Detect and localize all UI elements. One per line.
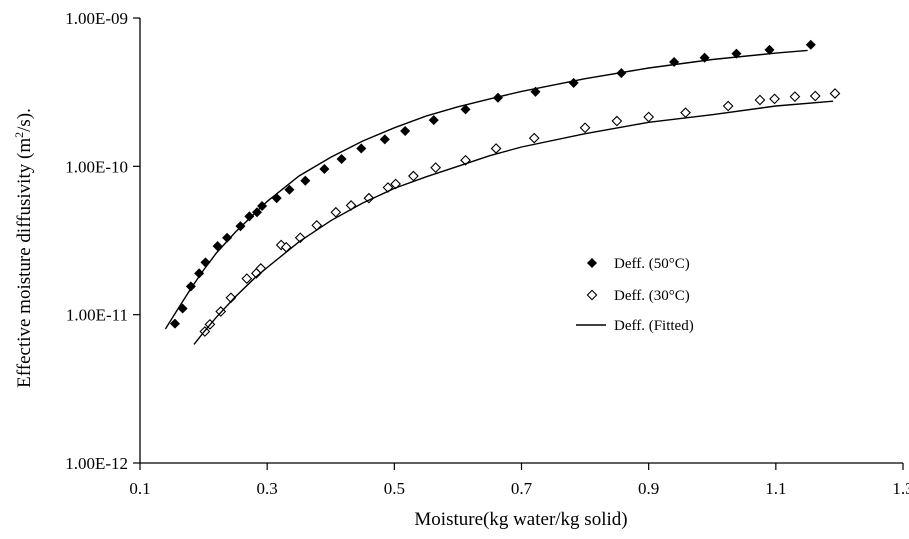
- data-point-30c: [809, 90, 821, 102]
- data-point-30c: [430, 162, 442, 174]
- legend-label: Deff. (30°C): [614, 288, 690, 304]
- data-point-30c: [275, 239, 287, 251]
- fitted-curve-1: [164, 49, 808, 330]
- data-point-50c: [530, 86, 541, 97]
- data-point-50c: [764, 44, 775, 55]
- data-point-50c: [251, 207, 263, 218]
- data-point-30c: [829, 88, 841, 99]
- data-point-50c: [169, 318, 180, 329]
- fitted-curve-2: [193, 100, 834, 345]
- data-point-30c: [579, 122, 591, 134]
- y-tick-label: 1.00E-09: [65, 9, 128, 28]
- data-point-50c: [379, 134, 390, 145]
- data-point-50c: [731, 48, 742, 59]
- data-point-50c: [805, 39, 816, 50]
- x-tick-label: 0.3: [257, 479, 278, 498]
- data-point-30c: [769, 93, 780, 105]
- x-tick-label: 1.1: [765, 479, 786, 498]
- data-point-30c: [241, 273, 253, 284]
- data-point-30c: [460, 154, 471, 166]
- x-axis-title: Moisture(kg water/kg solid): [414, 509, 627, 530]
- data-point-50c: [428, 115, 439, 126]
- y-axis-title-tail: /s).: [14, 108, 35, 132]
- data-point-30c: [754, 94, 766, 106]
- y-axis-title-main: Effective moisture diffusivity (m: [14, 138, 35, 388]
- y-axis-title-sup: 2: [12, 132, 26, 138]
- legend-marker-30c: [586, 289, 598, 301]
- legend-label: Deff. (Fitted): [614, 318, 694, 334]
- data-point-30c: [382, 182, 394, 193]
- x-tick-label: 0.5: [384, 479, 405, 498]
- y-axis-title: Effective moisture diffusivity (m2/s).: [12, 108, 35, 388]
- data-point-30c: [363, 192, 375, 204]
- data-point-50c: [222, 232, 233, 243]
- data-point-30c: [611, 115, 623, 127]
- x-tick-label: 1.3: [892, 479, 909, 498]
- x-tick-label: 0.9: [638, 479, 659, 498]
- data-point-50c: [336, 154, 347, 165]
- y-tick-label: 1.00E-12: [65, 454, 128, 473]
- legend-marker-50c: [586, 257, 598, 269]
- data-point-30c: [330, 206, 342, 218]
- data-point-30c: [528, 132, 540, 144]
- data-point-50c: [356, 143, 367, 154]
- y-tick-label: 1.00E-11: [66, 306, 128, 325]
- x-tick-label: 0.7: [511, 479, 533, 498]
- y-tick-label: 1.00E-10: [65, 157, 128, 176]
- axes: 1.00E-12 1.00E-11 1.00E-10 1.00E-09 0.1 0.3 0.…: [65, 9, 909, 498]
- data-point-30c: [408, 170, 419, 182]
- data-point-30c: [490, 143, 502, 154]
- data-point-50c: [400, 125, 411, 137]
- data-point-50c: [284, 184, 295, 195]
- data-point-30c: [722, 100, 734, 112]
- data-point-50c: [460, 104, 471, 115]
- data-point-30c: [789, 91, 801, 103]
- data-point-50c: [300, 175, 311, 186]
- data-point-50c: [319, 163, 330, 174]
- x-tick-label: 0.1: [129, 479, 150, 498]
- legend-label: Deff. (50°C): [614, 256, 690, 272]
- series-layer: [164, 39, 841, 345]
- legend: Deff. (50°C) Deff. (30°C) Deff. (Fitted): [576, 256, 694, 334]
